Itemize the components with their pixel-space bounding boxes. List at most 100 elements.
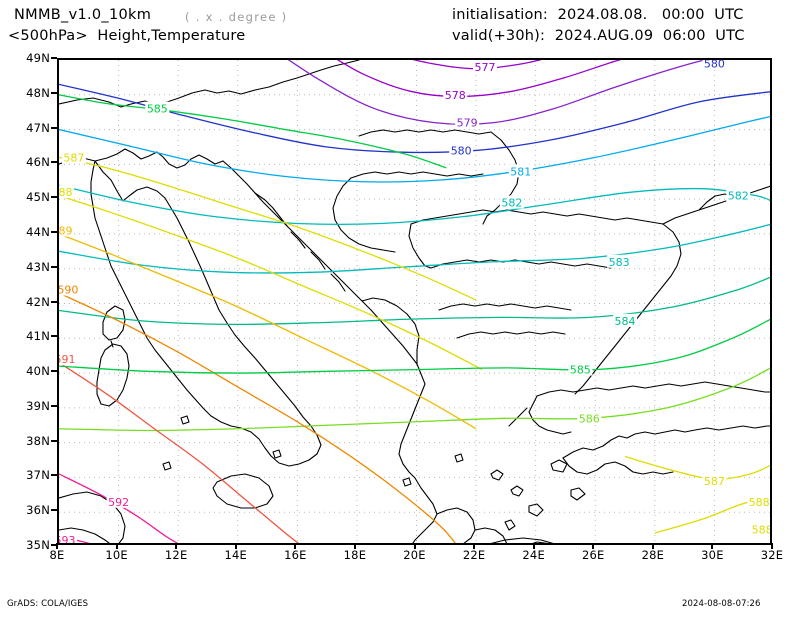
contour-label: 586 — [579, 412, 600, 425]
contour-line-589 — [59, 233, 477, 430]
contour-label: 591 — [59, 353, 75, 366]
x-axis-tick-label: 26E — [582, 548, 605, 562]
contour-label: 579 — [457, 117, 478, 130]
contour-line-581 — [59, 115, 770, 183]
contour-line-590 — [59, 292, 456, 543]
contour-label-backing — [145, 101, 170, 115]
y-axis-tick-label: 48N — [26, 85, 50, 100]
y-axis-tick-label: 47N — [26, 120, 50, 135]
contour-label-backing — [455, 115, 480, 129]
contour-label-backing — [750, 522, 770, 536]
y-axis-tick — [51, 439, 57, 442]
y-axis-tick-label: 45N — [26, 190, 50, 205]
contour-label: 580 — [451, 144, 472, 157]
contour-label-backing — [59, 533, 77, 543]
contour-line-578 — [336, 60, 622, 98]
contour-label: 578 — [445, 89, 466, 102]
x-axis-tick — [234, 543, 237, 549]
x-axis-tick — [115, 543, 118, 549]
footer-credit-label: GrADS: COLA/IGES — [7, 599, 89, 609]
contour-line-582 — [59, 184, 770, 226]
x-axis-tick-label: 32E — [760, 548, 784, 562]
y-axis-tick — [51, 196, 57, 199]
contour-line-588 — [59, 195, 483, 371]
contour-label: 592 — [108, 496, 129, 509]
contour-line-591 — [59, 362, 300, 543]
contour-line-585 — [59, 94, 447, 169]
y-axis-tick — [51, 509, 57, 512]
y-axis-tick — [51, 126, 57, 129]
contour-label: 588 — [752, 524, 772, 537]
contour-label-backing — [702, 60, 727, 70]
y-axis-tick-label: 36N — [26, 503, 50, 518]
contour-label-backing — [59, 352, 77, 366]
contour-line-580 — [59, 83, 770, 154]
contour-line-584 — [59, 276, 770, 326]
contour-label: 587 — [63, 151, 84, 164]
y-axis-tick — [51, 544, 57, 546]
contour-line-587 — [624, 455, 770, 480]
y-axis-tick — [51, 300, 57, 303]
contour-label: 590 — [59, 284, 78, 297]
contour-line-579 — [287, 60, 707, 125]
contour-label: 585 — [570, 364, 591, 377]
contour-label-backing — [702, 473, 727, 487]
x-axis-tick-label: 28E — [641, 548, 665, 562]
contour-label-backing — [499, 195, 524, 209]
x-axis-tick-label: 16E — [284, 548, 307, 562]
contour-label-backing — [61, 150, 86, 164]
y-axis-tick-label: 38N — [26, 433, 50, 448]
contour-label: 589 — [59, 224, 72, 237]
y-axis-tick-label: 39N — [26, 398, 50, 413]
y-axis-tick — [51, 404, 57, 407]
contour-label-backing — [607, 254, 632, 268]
x-axis-tick — [353, 543, 356, 549]
coastlines-group — [59, 60, 770, 543]
contour-line-586 — [59, 367, 770, 432]
contour-line-585 — [59, 318, 770, 374]
y-axis-tick-label: 40N — [26, 364, 50, 379]
contour-label-backing — [473, 60, 498, 73]
contour-map-svg: 577 578 579 580 580 581 582 582 583 584 585 585 586 5… — [59, 60, 772, 543]
y-axis-tick — [51, 230, 57, 233]
contour-label: 587 — [704, 475, 725, 488]
contour-label-backing — [449, 143, 474, 157]
contour-label: 581 — [510, 165, 531, 178]
contour-label-backing — [568, 362, 593, 376]
x-axis-tick-label: 24E — [522, 548, 545, 562]
y-axis-tick-label: 44N — [26, 224, 50, 239]
field-level-label: <500hPa> Height,Temperature — [8, 28, 246, 44]
contour-label: 588 — [749, 496, 770, 509]
units-label: ( . x . degree ) — [185, 10, 288, 24]
contour-label: 585 — [147, 103, 168, 116]
x-axis-tick — [56, 543, 58, 549]
y-axis-tick-label: 41N — [26, 329, 50, 344]
contour-label-backing — [59, 185, 74, 199]
gridlines-group — [59, 60, 770, 543]
contour-label-backing — [747, 494, 770, 508]
contour-label-backing — [726, 188, 751, 202]
contour-label: 582 — [501, 197, 522, 210]
x-axis-tick-label: 22E — [462, 548, 486, 562]
contour-label: 577 — [475, 61, 496, 74]
contour-lines-group — [59, 60, 770, 543]
contour-label: 583 — [609, 256, 630, 269]
y-axis-tick-label: 43N — [26, 259, 50, 274]
x-axis-tick-label: 14E — [224, 548, 247, 562]
contour-label: 584 — [615, 315, 636, 328]
contour-label-backing — [59, 282, 80, 296]
contour-label: 580 — [704, 60, 725, 70]
y-axis-tick-label: 35N — [26, 538, 50, 552]
x-axis-tick — [651, 543, 654, 549]
contour-line-583 — [59, 223, 770, 274]
x-axis-tick — [413, 543, 416, 549]
x-axis-tick — [473, 543, 476, 549]
x-axis-tick-label: 10E — [105, 548, 128, 562]
x-axis-tick-label: 8E — [49, 548, 65, 562]
contour-label: 582 — [728, 190, 749, 203]
x-axis-tick-label: 18E — [343, 548, 367, 562]
y-axis-tick — [51, 57, 57, 59]
x-axis-tick-label: 12E — [164, 548, 188, 562]
y-axis-tick — [51, 335, 57, 338]
